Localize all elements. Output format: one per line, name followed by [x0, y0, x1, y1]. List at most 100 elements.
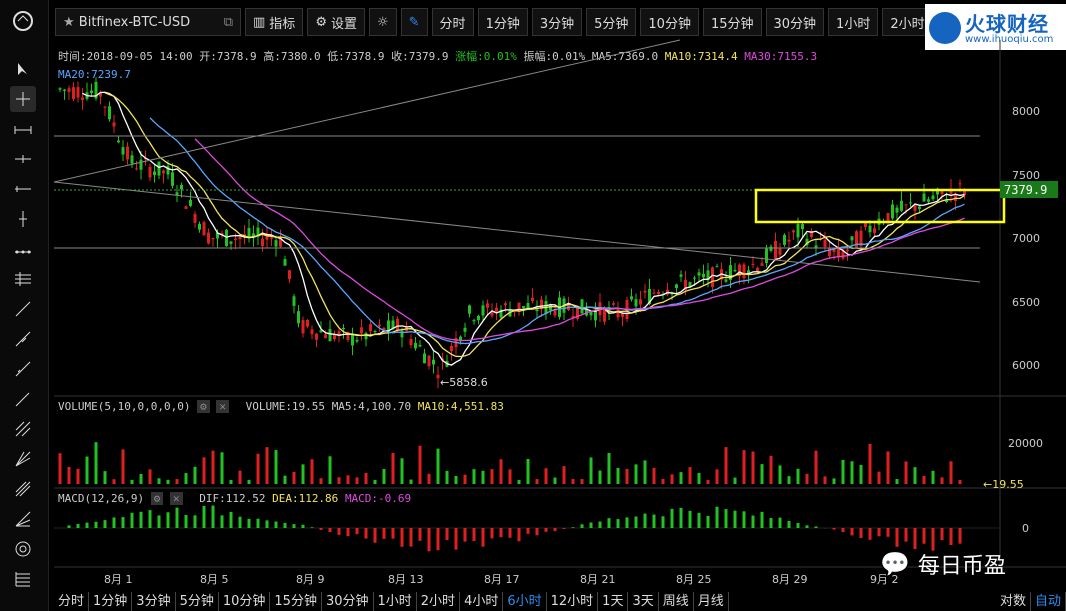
period-tab-13[interactable]: 3天 — [628, 592, 659, 611]
candle-body-142 — [697, 272, 701, 276]
period-tab-14[interactable]: 周线 — [659, 592, 694, 611]
trend-line[interactable] — [53, 181, 981, 283]
interval-tab-2[interactable]: 3分钟 — [531, 8, 583, 36]
fib-channel-icon[interactable] — [10, 416, 36, 442]
horizontal-line-icon[interactable] — [10, 146, 36, 172]
menu-icon[interactable] — [10, 8, 36, 34]
candle-body-200 — [958, 183, 962, 185]
candle-body-49 — [279, 236, 282, 247]
cursor-icon[interactable] — [10, 56, 36, 82]
settings-button[interactable]: ⚙ 设置 — [307, 8, 365, 36]
interval-tab-1[interactable]: 1分钟 — [477, 8, 528, 36]
macd-bar-172 — [832, 528, 836, 530]
date-label-3: 8月 13 — [388, 573, 424, 586]
trend-line-upper[interactable] — [53, 39, 681, 183]
volume-bar-94 — [481, 470, 485, 484]
period-tab-4[interactable]: 10分钟 — [219, 592, 271, 611]
macd-bar-66 — [355, 528, 359, 535]
period-tab-3[interactable]: 5分钟 — [176, 592, 219, 611]
candle-body-66 — [355, 339, 359, 342]
macd-bar-112 — [562, 528, 566, 529]
trend-line-icon[interactable] — [10, 296, 36, 322]
period-tab-12[interactable]: 1天 — [598, 592, 629, 611]
volume-bar-28 — [184, 473, 188, 484]
horizontal-ray-icon[interactable] — [10, 117, 36, 143]
volume-close-icon[interactable]: ✕ — [216, 400, 229, 413]
price-axis-label-0: 8000 — [1012, 105, 1040, 118]
volume-settings-icon[interactable]: ⚙ — [197, 400, 210, 413]
macd-bar-60 — [328, 528, 332, 532]
macd-close-icon[interactable]: ✕ — [169, 492, 183, 505]
candle-body-44 — [256, 227, 260, 237]
theme-button[interactable]: ☼ — [368, 8, 397, 36]
auto-scale-toggle[interactable]: 自动 — [1031, 592, 1066, 611]
period-tab-10[interactable]: 6小时 — [503, 592, 547, 611]
volume-bar-62 — [337, 477, 341, 484]
volume-bar-180 — [868, 444, 872, 484]
fib-retracement-icon[interactable] — [10, 566, 36, 592]
volume-bar-54 — [301, 464, 305, 484]
macd-bar-28 — [184, 515, 188, 528]
drawing-button[interactable]: ✎ — [400, 8, 428, 36]
period-tab-7[interactable]: 1小时 — [374, 592, 417, 611]
candle-body-22 — [157, 161, 161, 176]
macd-bar-32 — [202, 505, 206, 528]
symbol-selector[interactable]: ★ Bitfinex-BTC-USD ⧉ — [55, 8, 241, 36]
fan-icon[interactable] — [10, 446, 36, 472]
period-tab-6[interactable]: 30分钟 — [322, 592, 374, 611]
extended-line-icon[interactable] — [10, 356, 36, 382]
period-tab-0[interactable]: 分时 — [54, 592, 90, 611]
indicator-button[interactable]: ▥ 指标 — [245, 8, 304, 36]
period-tab-5[interactable]: 15分钟 — [270, 592, 322, 611]
interval-tab-0[interactable]: 分时 — [431, 8, 474, 36]
candle-body-71 — [378, 324, 381, 327]
candle-body-87 — [450, 345, 453, 352]
macd-bar-102 — [517, 528, 521, 542]
compare-icon[interactable]: ⧉ — [223, 14, 233, 30]
candle-body-17 — [135, 168, 138, 170]
period-tab-1[interactable]: 1分钟 — [89, 592, 133, 611]
price-range-icon[interactable] — [10, 236, 36, 262]
date-label-1: 8月 5 — [200, 573, 229, 586]
arrow-line-icon[interactable] — [10, 386, 36, 412]
period-tab-11[interactable]: 12小时 — [547, 592, 599, 611]
interval-tab-5[interactable]: 15分钟 — [702, 8, 762, 36]
interval-tab-4[interactable]: 10分钟 — [640, 8, 699, 36]
spiral-icon[interactable] — [10, 536, 36, 562]
vertical-line-icon[interactable] — [10, 206, 36, 232]
volume-bar-10 — [103, 471, 107, 484]
star-icon[interactable]: ★ — [63, 14, 75, 30]
gann-icon[interactable] — [10, 506, 36, 532]
volume-bar-24 — [166, 479, 170, 484]
volume-bar-46 — [265, 447, 269, 484]
interval-tab-8[interactable]: 2小时 — [882, 8, 933, 36]
ma20-line — [149, 117, 965, 345]
candle-body-38 — [229, 241, 233, 244]
parallel-channel-icon[interactable] — [10, 266, 36, 292]
candle-body-143 — [702, 273, 705, 278]
candle-body-177 — [855, 231, 858, 248]
interval-tab-7[interactable]: 1小时 — [828, 8, 879, 36]
period-tab-15[interactable]: 月线 — [694, 592, 729, 611]
candle-body-99 — [504, 303, 507, 306]
date-label-8: 9月 2 — [870, 573, 899, 586]
period-tab-8[interactable]: 2小时 — [417, 592, 461, 611]
pitchfork-icon[interactable] — [10, 476, 36, 502]
candle-body-171 — [828, 248, 831, 257]
interval-tab-6[interactable]: 30分钟 — [765, 8, 825, 36]
candle-body-9 — [99, 92, 102, 97]
volume-bar-118 — [589, 457, 593, 484]
volume-bar-130 — [643, 460, 647, 484]
crosshair-icon[interactable] — [10, 86, 36, 112]
log-scale-toggle[interactable]: 对数 — [996, 592, 1031, 611]
line-segment-icon[interactable] — [10, 176, 36, 202]
interval-tab-3[interactable]: 5分钟 — [586, 8, 637, 36]
ma5-line — [82, 91, 965, 366]
ray-line-icon[interactable] — [10, 326, 36, 352]
macd-bar-24 — [166, 512, 170, 528]
macd-settings-icon[interactable]: ⚙ — [150, 492, 164, 505]
period-tab-9[interactable]: 4小时 — [460, 592, 504, 611]
macd-bar-140 — [688, 510, 692, 528]
period-tab-2[interactable]: 3分钟 — [132, 592, 176, 611]
